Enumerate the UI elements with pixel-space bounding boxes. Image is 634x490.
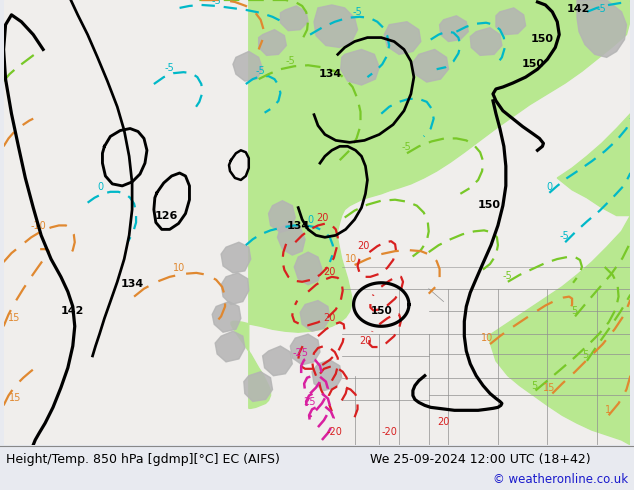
Text: -5: -5 <box>502 271 512 281</box>
Polygon shape <box>221 273 249 304</box>
Text: 5: 5 <box>571 306 577 317</box>
Polygon shape <box>221 242 251 273</box>
Text: 20: 20 <box>324 313 336 323</box>
Text: 150: 150 <box>531 33 554 44</box>
Polygon shape <box>384 22 421 54</box>
Polygon shape <box>269 201 295 232</box>
Polygon shape <box>312 360 342 391</box>
Text: -5: -5 <box>256 66 266 76</box>
Polygon shape <box>314 5 358 48</box>
Text: -10: -10 <box>30 221 46 231</box>
Polygon shape <box>231 0 630 408</box>
Text: 126: 126 <box>155 212 178 221</box>
Text: 142: 142 <box>61 306 84 317</box>
Text: 15: 15 <box>8 393 21 403</box>
Text: 10: 10 <box>346 254 358 264</box>
Text: -5: -5 <box>559 231 569 241</box>
Text: 134: 134 <box>318 69 342 79</box>
Polygon shape <box>470 27 502 55</box>
Text: 0: 0 <box>98 182 103 192</box>
Polygon shape <box>300 300 330 331</box>
Polygon shape <box>215 331 245 362</box>
Polygon shape <box>439 16 469 42</box>
Text: 15: 15 <box>543 383 555 392</box>
Text: -20: -20 <box>327 427 343 437</box>
Text: 0: 0 <box>307 216 313 225</box>
Text: 0: 0 <box>546 182 552 192</box>
Text: 150: 150 <box>522 59 545 69</box>
Text: -5: -5 <box>401 142 411 152</box>
Text: -25: -25 <box>292 348 308 358</box>
Polygon shape <box>4 0 630 445</box>
Polygon shape <box>577 0 626 57</box>
Polygon shape <box>488 216 630 445</box>
Polygon shape <box>262 346 292 376</box>
Text: 5: 5 <box>531 381 538 391</box>
Text: 20: 20 <box>359 336 372 346</box>
Text: -20: -20 <box>381 427 397 437</box>
Text: -5: -5 <box>597 4 607 14</box>
Text: 20: 20 <box>437 417 450 427</box>
Text: 150: 150 <box>478 199 501 210</box>
Text: 15: 15 <box>8 313 20 323</box>
Polygon shape <box>278 222 305 255</box>
Polygon shape <box>294 252 322 285</box>
Polygon shape <box>557 114 630 216</box>
Polygon shape <box>340 49 379 85</box>
Polygon shape <box>212 301 241 332</box>
Text: 134: 134 <box>120 279 143 289</box>
Text: 20: 20 <box>316 214 328 223</box>
Text: 142: 142 <box>567 4 590 14</box>
Text: 1: 1 <box>605 405 611 416</box>
Polygon shape <box>259 30 287 55</box>
Polygon shape <box>496 8 526 35</box>
Text: Height/Temp. 850 hPa [gdmp][°C] EC (AIFS): Height/Temp. 850 hPa [gdmp][°C] EC (AIFS… <box>6 453 280 466</box>
Text: -5: -5 <box>211 0 221 6</box>
Text: -5: -5 <box>165 63 174 73</box>
Text: 10: 10 <box>481 333 493 343</box>
Text: 20: 20 <box>357 241 370 251</box>
Polygon shape <box>280 6 308 31</box>
Polygon shape <box>244 372 273 401</box>
Text: © weatheronline.co.uk: © weatheronline.co.uk <box>493 473 628 487</box>
Text: 134: 134 <box>287 221 310 231</box>
Text: 25: 25 <box>304 397 316 407</box>
Text: 20: 20 <box>324 267 336 277</box>
Text: -5: -5 <box>353 7 363 17</box>
Polygon shape <box>413 49 448 82</box>
Polygon shape <box>233 51 262 81</box>
Text: 10: 10 <box>174 263 186 273</box>
Text: 5: 5 <box>583 350 589 360</box>
Text: 150: 150 <box>370 306 392 317</box>
Text: -5: -5 <box>285 56 295 66</box>
Polygon shape <box>290 334 320 365</box>
Text: We 25-09-2024 12:00 UTC (18+42): We 25-09-2024 12:00 UTC (18+42) <box>370 453 591 466</box>
